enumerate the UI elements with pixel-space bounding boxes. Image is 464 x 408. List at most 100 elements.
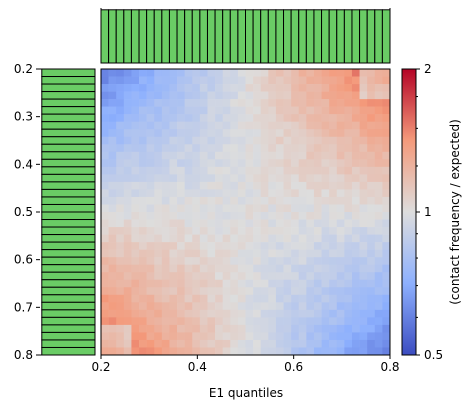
heatmap-cell: [199, 294, 208, 303]
heatmap-cell: [351, 136, 360, 145]
heatmap-cell: [329, 317, 338, 326]
heatmap-cell: [222, 212, 231, 220]
heatmap-cell: [101, 159, 109, 168]
heatmap-cell: [329, 287, 338, 296]
heatmap-cell: [291, 196, 300, 205]
heatmap-cell: [336, 212, 345, 220]
heatmap-cell: [192, 174, 201, 183]
heatmap-cell: [260, 242, 269, 250]
heatmap-cell: [329, 212, 338, 220]
left-histogram-bar: [41, 339, 96, 348]
heatmap-cell: [245, 339, 254, 348]
heatmap-cell: [283, 287, 292, 296]
heatmap-cell: [351, 257, 360, 265]
heatmap-cell: [253, 84, 262, 92]
heatmap-cell: [253, 76, 262, 85]
heatmap-cell: [367, 227, 376, 235]
heatmap-cell: [367, 272, 376, 281]
heatmap-cell: [199, 84, 208, 92]
heatmap-cell: [146, 114, 155, 122]
heatmap-cell: [245, 347, 254, 356]
heatmap-cell: [351, 106, 360, 115]
heatmap-cell: [101, 144, 109, 153]
heatmap-cell: [245, 249, 254, 258]
heatmap-cell: [321, 339, 330, 348]
heatmap-cell: [215, 106, 223, 115]
heatmap-cell: [298, 129, 307, 138]
heatmap-cell: [291, 121, 300, 130]
heatmap-cell: [184, 264, 193, 273]
heatmap-cell: [268, 219, 277, 228]
heatmap-cell: [146, 204, 155, 213]
heatmap-cell: [382, 302, 391, 311]
heatmap-cell: [237, 249, 246, 258]
heatmap-cell: [359, 204, 368, 213]
heatmap-cell: [245, 84, 254, 92]
heatmap-cell: [283, 189, 292, 198]
heatmap-cell: [283, 234, 292, 243]
heatmap-cell: [207, 227, 216, 235]
heatmap-cell: [237, 339, 246, 348]
heatmap-cell: [321, 272, 330, 281]
heatmap-cell: [283, 332, 292, 341]
heatmap-cell: [351, 272, 360, 281]
heatmap-cell: [306, 151, 315, 160]
heatmap-cell: [275, 151, 284, 160]
heatmap-cell: [359, 69, 368, 77]
heatmap-cell: [291, 279, 300, 288]
heatmap-cell: [177, 114, 185, 122]
heatmap-cell: [374, 159, 383, 168]
heatmap-cell: [161, 189, 170, 198]
heatmap-cell: [237, 294, 246, 303]
heatmap-cell: [351, 121, 360, 130]
heatmap-cell: [313, 174, 322, 183]
heatmap-cell: [184, 242, 193, 250]
heatmap-cell: [329, 279, 338, 288]
heatmap-cell: [329, 84, 338, 92]
heatmap-cell: [154, 136, 163, 145]
heatmap-cell: [351, 84, 360, 92]
heatmap-cell: [336, 234, 345, 243]
heatmap-cell: [237, 332, 246, 341]
heatmap-cell: [108, 212, 117, 220]
heatmap-cell: [382, 76, 391, 85]
heatmap-cell: [161, 272, 170, 281]
heatmap-cell: [222, 317, 231, 326]
heatmap-cell: [253, 272, 262, 281]
heatmap-cell: [298, 249, 307, 258]
heatmap-cell: [139, 242, 147, 250]
heatmap-cell: [268, 347, 277, 356]
heatmap-cell: [131, 114, 140, 122]
heatmap-cell: [207, 144, 216, 153]
heatmap-cell: [359, 166, 368, 175]
heatmap-cell: [237, 227, 246, 235]
heatmap-cell: [192, 114, 201, 122]
heatmap-cell: [192, 69, 201, 77]
heatmap-cell: [321, 174, 330, 183]
heatmap-cell: [101, 264, 109, 273]
heatmap-cell: [222, 144, 231, 153]
left-histogram-bar: [41, 188, 96, 198]
heatmap-cell: [268, 212, 277, 220]
heatmap-cell: [215, 114, 223, 122]
heatmap-cell: [351, 347, 360, 356]
heatmap-cell: [313, 347, 322, 356]
heatmap-cell: [367, 76, 376, 85]
top-histogram-bar: [146, 9, 155, 64]
heatmap-cell: [344, 272, 353, 281]
heatmap-cell: [268, 84, 277, 92]
heatmap-cell: [184, 114, 193, 122]
heatmap-cell: [275, 302, 284, 311]
x-axis-label: E1 quantiles: [209, 386, 283, 400]
heatmap-cell: [101, 227, 109, 235]
heatmap-cell: [321, 91, 330, 100]
heatmap-cell: [306, 324, 315, 333]
left-histogram-bar: [41, 211, 96, 221]
heatmap-cell: [313, 114, 322, 122]
heatmap-cell: [131, 144, 140, 153]
heatmap-cell: [237, 309, 246, 318]
heatmap-cell: [215, 302, 223, 311]
heatmap-cell: [313, 317, 322, 326]
heatmap-cell: [192, 242, 201, 250]
heatmap-cell: [382, 106, 391, 115]
